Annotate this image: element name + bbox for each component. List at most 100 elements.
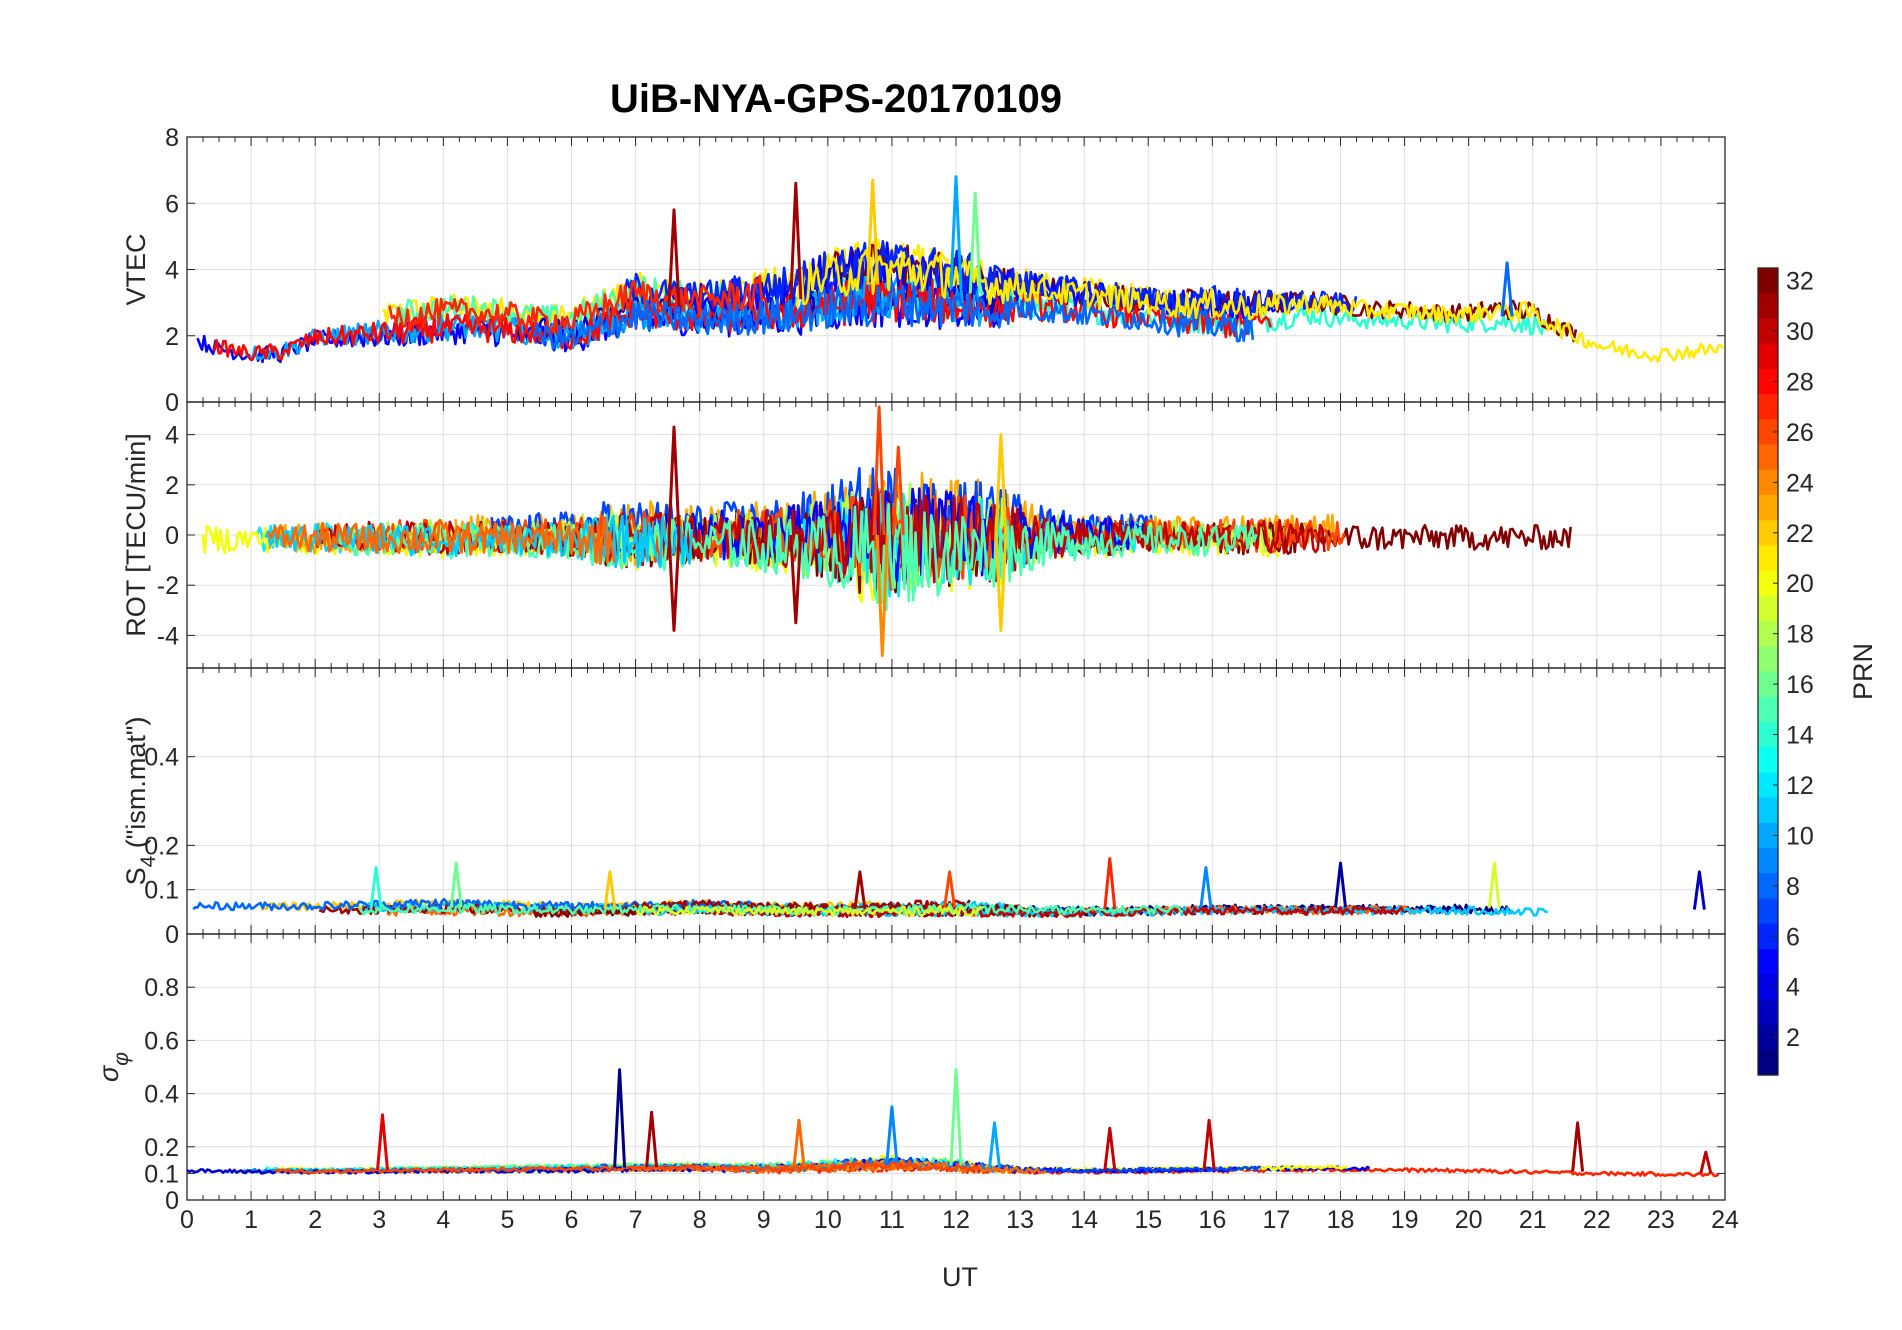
colorbar-label: PRN (1848, 643, 1878, 700)
colorbar-band (1758, 747, 1778, 773)
x-tick-label: 19 (1391, 1206, 1419, 1234)
colorbar-band (1758, 974, 1778, 1000)
prn-trace (274, 1159, 981, 1175)
colorbar-band (1758, 999, 1778, 1026)
colorbar-band (1758, 948, 1778, 975)
panel-s4: 0 0.1 0.2 0.4S4 ("ism.mat") (121, 667, 1726, 949)
colorbar-band (1758, 848, 1778, 874)
y-tick-label: 0 (165, 389, 179, 417)
x-tick-label: 2 (308, 1206, 322, 1234)
spike-mark (1571, 1121, 1585, 1172)
colorbar-tick-label: 8 (1786, 873, 1800, 901)
spike-mark (667, 425, 681, 536)
y-tick-label: 0.8 (144, 974, 179, 1002)
spike-mark (1334, 861, 1347, 908)
colorbar-band (1758, 419, 1778, 446)
x-tick-label: 24 (1711, 1206, 1739, 1234)
colorbar-tick-label: 20 (1786, 570, 1814, 598)
y-axis-label-s4: S4 ("ism.mat") (121, 717, 160, 886)
colorbar-band (1758, 494, 1778, 521)
colorbar-tick-label: 30 (1786, 318, 1814, 346)
spike-mark (789, 181, 803, 300)
colorbar-tick-label: 14 (1786, 722, 1814, 750)
spike-mark (949, 1068, 963, 1166)
y-axis-label-rot: ROT [TECU/min] (121, 433, 151, 637)
colorbar-band (1758, 570, 1778, 597)
panel-sigphi: 00.10.2 0.4 0.6 0.8 σφ (94, 933, 1726, 1215)
traces-sigphi (187, 1068, 1720, 1178)
colorbar-band (1758, 797, 1778, 824)
spike-mark (613, 1068, 627, 1168)
x-tick-label: 8 (693, 1206, 707, 1234)
colorbar-band (1758, 595, 1778, 622)
colorbar-band (1758, 520, 1778, 547)
x-tick-label: 11 (879, 1206, 905, 1234)
x-tick-label: 0 (180, 1206, 194, 1234)
y-tick-label: 0.4 (144, 1081, 179, 1109)
prn-trace (532, 280, 1255, 351)
colorbar-band (1758, 444, 1778, 471)
x-tick-label: 17 (1263, 1206, 1291, 1234)
spike-mark (853, 870, 867, 910)
spike-mark (645, 1110, 659, 1168)
spike-mark (885, 1105, 899, 1163)
x-tick-label: 22 (1583, 1206, 1611, 1234)
spike-mark (1699, 1150, 1713, 1174)
x-tick-label: 20 (1455, 1206, 1483, 1234)
x-tick-label: 6 (565, 1206, 579, 1234)
colorbar-band (1758, 1049, 1778, 1076)
spike-mark (1199, 866, 1213, 908)
y-tick-label: 0.4 (144, 744, 179, 772)
colorbar-tick-label: 18 (1786, 621, 1814, 649)
traces-s4 (192, 857, 1706, 919)
x-tick-label: 3 (372, 1206, 386, 1234)
spike-mark (667, 534, 681, 632)
colorbar-tick-label: 12 (1786, 772, 1814, 800)
x-tick-label: 7 (629, 1206, 643, 1234)
spike-mark (994, 534, 1008, 632)
y-tick-label: 2 (165, 472, 179, 500)
x-tick-label: 21 (1519, 1206, 1547, 1234)
y-tick-label: 4 (165, 422, 179, 450)
colorbar-band (1758, 621, 1778, 647)
y-tick-label: 6 (165, 190, 179, 218)
spike-mark (994, 433, 1008, 536)
spike-mark (376, 1113, 389, 1171)
colorbar-tick-label: 32 (1786, 268, 1814, 296)
colorbar-tick-label: 22 (1786, 520, 1814, 548)
colorbar-band (1758, 1024, 1778, 1051)
colorbar-band (1758, 394, 1778, 420)
x-tick-label: 4 (436, 1206, 450, 1234)
x-axis-label: UT (942, 1262, 978, 1292)
y-tick-label: 0.1 (144, 877, 179, 905)
chart-title: UiB-NYA-GPS-20170109 (610, 77, 1062, 121)
spike-mark (1103, 1126, 1117, 1171)
spike-mark (891, 445, 905, 536)
spike-mark (866, 178, 880, 285)
y-axis-label-sigphi: σφ (94, 1052, 133, 1082)
spike-mark (949, 175, 963, 290)
colorbar-band (1758, 772, 1778, 799)
y-tick-label: 0.2 (144, 1134, 179, 1162)
spike-mark (1487, 861, 1501, 908)
spike-mark (603, 870, 617, 910)
spike-mark (667, 208, 681, 307)
spike-mark (943, 870, 957, 908)
x-tick-label: 10 (814, 1206, 842, 1234)
colorbar-tick-label: 24 (1786, 469, 1814, 497)
y-tick-label: 0 (165, 921, 179, 949)
colorbar-band (1758, 545, 1778, 572)
spike-mark (1202, 1118, 1216, 1170)
colorbar-tick-label: 10 (1786, 822, 1814, 850)
colorbar-frame (1757, 267, 1779, 1076)
spike-mark (1500, 261, 1514, 317)
spike-mark (1692, 870, 1706, 910)
y-tick-label: 4 (165, 257, 179, 285)
colorbar-band (1758, 822, 1778, 849)
colorbar-tick-label: 26 (1786, 419, 1814, 447)
y-tick-label: 2 (165, 323, 179, 351)
x-tick-label: 18 (1327, 1206, 1355, 1234)
colorbar-band (1758, 343, 1778, 370)
colorbar-band (1758, 318, 1778, 345)
